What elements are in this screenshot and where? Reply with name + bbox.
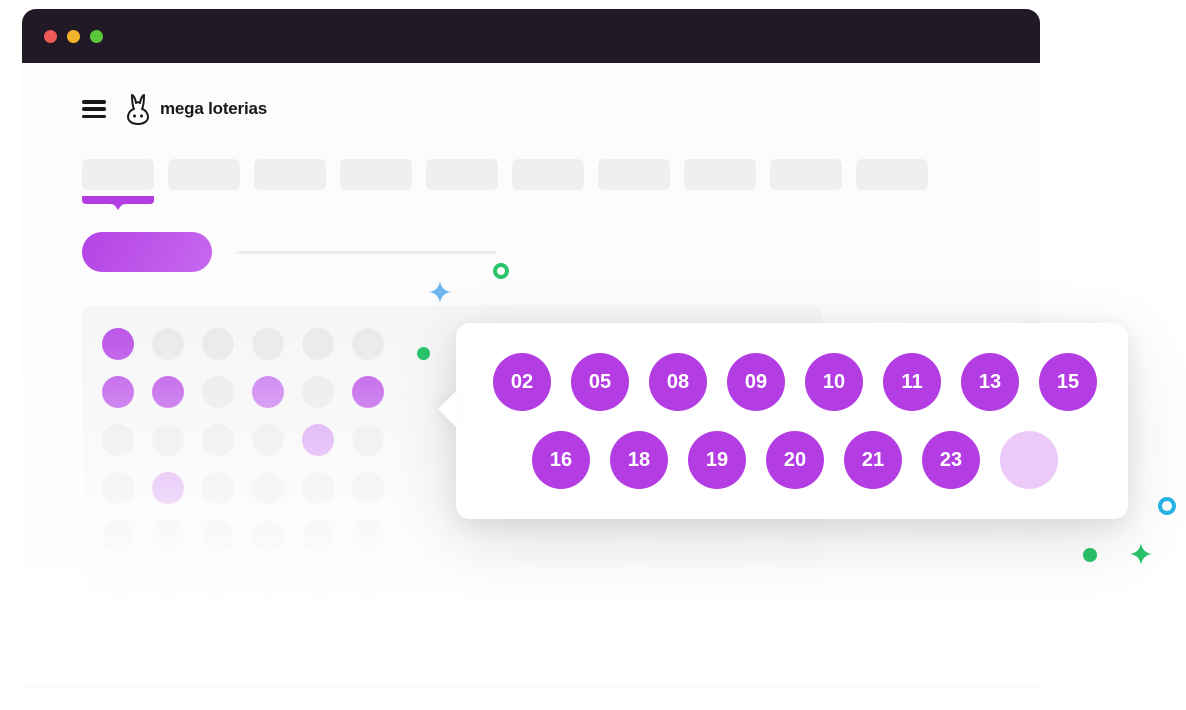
tab-placeholder[interactable] <box>254 159 326 190</box>
rabbit-icon <box>124 93 152 125</box>
grid-dot[interactable] <box>302 568 334 600</box>
grid-dot[interactable] <box>352 424 384 456</box>
grid-dot[interactable] <box>352 568 384 600</box>
ring-decoration <box>1158 497 1176 515</box>
filter-row <box>82 232 980 272</box>
grid-dot[interactable] <box>352 328 384 360</box>
number-ball[interactable]: 23 <box>922 431 980 489</box>
grid-dot[interactable] <box>152 520 184 552</box>
grid-dot[interactable] <box>352 472 384 504</box>
grid-dot[interactable] <box>302 520 334 552</box>
active-tab-indicator <box>82 196 154 204</box>
dot-decoration <box>1083 548 1097 562</box>
grid-dot[interactable] <box>202 376 234 408</box>
grid-row <box>102 568 802 600</box>
tabs-row <box>82 159 980 190</box>
tab-placeholder[interactable] <box>82 159 154 190</box>
grid-dot[interactable] <box>302 376 334 408</box>
number-ball[interactable]: 05 <box>571 353 629 411</box>
active-filter-pill[interactable] <box>82 232 212 272</box>
number-ball[interactable]: 10 <box>805 353 863 411</box>
grid-dot[interactable] <box>302 424 334 456</box>
window-titlebar <box>22 9 1040 63</box>
grid-dot[interactable] <box>252 472 284 504</box>
close-dot[interactable] <box>44 30 57 43</box>
number-ball[interactable]: 09 <box>727 353 785 411</box>
grid-dot[interactable] <box>252 376 284 408</box>
grid-dot[interactable] <box>352 520 384 552</box>
tab-placeholder[interactable] <box>598 159 670 190</box>
header-row: mega loterias <box>82 93 980 125</box>
grid-dot[interactable] <box>252 568 284 600</box>
grid-dot[interactable] <box>152 328 184 360</box>
number-ball[interactable]: 08 <box>649 353 707 411</box>
tab-placeholder[interactable] <box>168 159 240 190</box>
grid-dot[interactable] <box>102 424 134 456</box>
tab-placeholder[interactable] <box>512 159 584 190</box>
grid-dot[interactable] <box>252 520 284 552</box>
grid-dot[interactable] <box>202 472 234 504</box>
logo[interactable]: mega loterias <box>124 93 267 125</box>
number-ball-empty[interactable] <box>1000 431 1058 489</box>
number-ball[interactable]: 11 <box>883 353 941 411</box>
grid-dot[interactable] <box>152 472 184 504</box>
menu-icon[interactable] <box>82 100 106 118</box>
grid-dot[interactable] <box>102 328 134 360</box>
tab-placeholder[interactable] <box>426 159 498 190</box>
number-ball[interactable]: 15 <box>1039 353 1097 411</box>
grid-dot[interactable] <box>302 472 334 504</box>
number-ball[interactable]: 18 <box>610 431 668 489</box>
grid-dot[interactable] <box>202 520 234 552</box>
grid-dot[interactable] <box>102 472 134 504</box>
number-ball[interactable]: 16 <box>532 431 590 489</box>
grid-dot[interactable] <box>152 424 184 456</box>
balls-row-2: 16 18 19 20 21 23 <box>492 431 1098 489</box>
grid-dot[interactable] <box>202 424 234 456</box>
divider-line <box>236 251 496 254</box>
grid-dot[interactable] <box>252 328 284 360</box>
grid-dot[interactable] <box>352 376 384 408</box>
grid-dot[interactable] <box>152 376 184 408</box>
number-ball[interactable]: 13 <box>961 353 1019 411</box>
grid-dot[interactable] <box>102 568 134 600</box>
number-ball[interactable]: 02 <box>493 353 551 411</box>
number-ball[interactable]: 19 <box>688 431 746 489</box>
grid-dot[interactable] <box>302 328 334 360</box>
grid-dot[interactable] <box>102 520 134 552</box>
popup-arrow <box>438 389 458 429</box>
grid-row <box>102 520 802 552</box>
grid-dot[interactable] <box>252 424 284 456</box>
selected-numbers-popup: 02 05 08 09 10 11 13 15 16 18 19 20 21 23 <box>456 323 1128 519</box>
minimize-dot[interactable] <box>67 30 80 43</box>
maximize-dot[interactable] <box>90 30 103 43</box>
tab-placeholder[interactable] <box>770 159 842 190</box>
tab-placeholder[interactable] <box>684 159 756 190</box>
tab-placeholder[interactable] <box>340 159 412 190</box>
grid-dot[interactable] <box>102 376 134 408</box>
brand-name: mega loterias <box>160 99 267 119</box>
balls-row-1: 02 05 08 09 10 11 13 15 <box>492 353 1098 411</box>
number-ball[interactable]: 21 <box>844 431 902 489</box>
grid-dot[interactable] <box>202 328 234 360</box>
number-ball[interactable]: 20 <box>766 431 824 489</box>
sparkle-decoration <box>1130 543 1152 570</box>
grid-dot[interactable] <box>202 568 234 600</box>
grid-dot[interactable] <box>152 568 184 600</box>
tab-placeholder[interactable] <box>856 159 928 190</box>
